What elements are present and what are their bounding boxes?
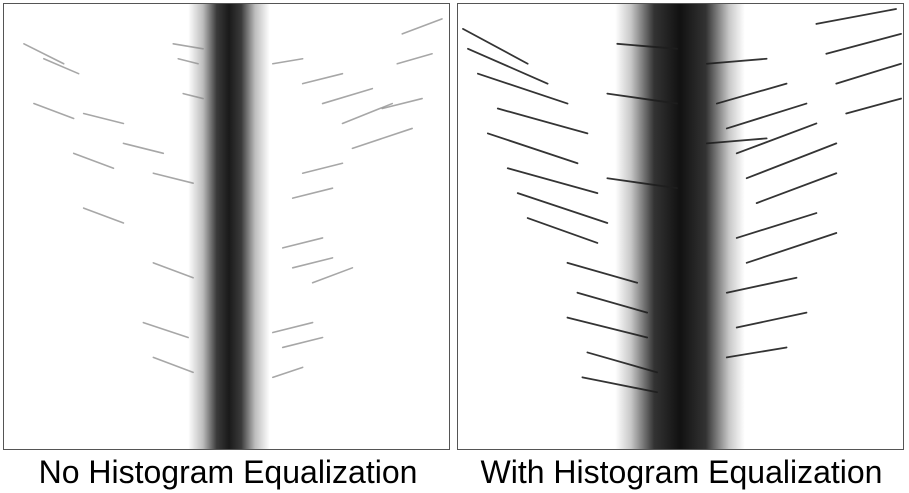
streaks (23, 18, 443, 379)
image-panel-no-equalization (3, 3, 450, 450)
streak-line (581, 376, 659, 394)
streak-line (586, 351, 659, 374)
streak-line (311, 267, 354, 284)
streak-line (606, 92, 678, 105)
streak-line (281, 237, 324, 249)
streak-line (341, 102, 394, 125)
streak-line (33, 102, 75, 120)
streak-line (496, 107, 589, 135)
streak-line (396, 52, 433, 65)
streak-line (526, 217, 599, 244)
streak-line (745, 232, 838, 264)
image-panel-with-equalization (457, 3, 904, 450)
streak-line (351, 127, 413, 150)
streak-line (755, 172, 838, 205)
streak-line (152, 356, 194, 374)
streak-line (477, 72, 569, 105)
streak-line (152, 172, 194, 184)
streak-line (401, 18, 443, 35)
streak-line (172, 43, 204, 50)
streak-line (271, 321, 314, 334)
streak-line (715, 82, 788, 105)
streak-line (725, 276, 798, 294)
streak-line (281, 336, 324, 349)
streak-line (506, 167, 599, 195)
streak-line (467, 47, 549, 85)
streak-line (725, 346, 788, 359)
spectrogram-with-equalization (462, 4, 902, 449)
streak-line (301, 72, 344, 85)
streak-line (566, 261, 639, 284)
streak-line (182, 92, 204, 100)
streak-line (616, 42, 678, 50)
streak-line (566, 316, 649, 339)
streak-line (705, 137, 768, 145)
streak-line (745, 142, 838, 180)
streak-line (735, 311, 808, 329)
streak-line (381, 97, 423, 110)
streak-line (301, 162, 344, 175)
streak-line (291, 257, 334, 269)
streak-line (606, 177, 678, 190)
streak-line (462, 27, 529, 65)
streak-line (815, 8, 897, 25)
streak-line (845, 97, 902, 115)
caption-no-equalization: No Histogram Equalization (38, 454, 418, 490)
streak-line (82, 112, 125, 125)
streak-line (321, 87, 374, 105)
streak-line (825, 32, 902, 55)
streak-line (271, 57, 304, 65)
streak-line (122, 142, 165, 155)
streak-line (735, 122, 818, 155)
streak-line (735, 212, 818, 239)
vertical-band (188, 4, 270, 449)
vertical-band (615, 4, 745, 449)
streak-line (82, 207, 125, 224)
streak-line (177, 57, 199, 65)
streak-line (291, 187, 334, 199)
streak-line (705, 57, 768, 65)
streak-line (142, 321, 189, 339)
streak-line (516, 192, 609, 224)
streaks (462, 8, 902, 394)
streak-line (486, 132, 579, 165)
spectrogram-no-equalization (23, 4, 443, 449)
caption-with-equalization: With Histogram Equalization (480, 454, 883, 490)
streak-line (576, 291, 649, 314)
streak-line (152, 262, 194, 279)
streak-line (271, 366, 304, 379)
streak-line (72, 152, 115, 170)
streak-line (43, 57, 80, 75)
streak-line (23, 43, 65, 65)
streak-line (725, 102, 808, 130)
streak-line (835, 62, 902, 85)
